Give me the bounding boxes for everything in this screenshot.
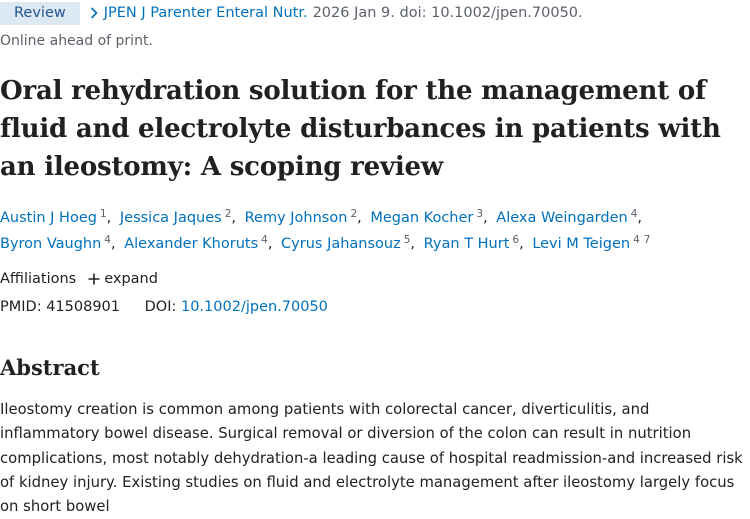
abstract-text: Ileostomy creation is common among patie… — [0, 401, 743, 516]
article-title: Oral rehydration solution for the manage… — [0, 76, 721, 182]
affiliation-ref[interactable]: 4 — [261, 234, 268, 246]
affiliation-ref[interactable]: 4 — [633, 234, 640, 246]
citation-bar: Review JPEN J Parenter Enteral Nutr. 202… — [0, 0, 583, 26]
author-link[interactable]: Alexa Weingarden — [496, 210, 628, 226]
author: Austin J Hoeg 1 — [0, 208, 115, 226]
affiliations-label: Affiliations — [0, 271, 77, 287]
author-link[interactable]: Cyrus Jahansouz — [281, 236, 401, 252]
affiliation-refs: 4 — [261, 234, 268, 246]
affiliation-refs: 4 — [104, 234, 111, 246]
citation: 2026 Jan 9. doi: 10.1002/jpen.70050. — [312, 5, 583, 21]
expand-toggle[interactable]: expand — [104, 271, 158, 287]
author-link[interactable]: Remy Johnson — [244, 210, 348, 226]
affiliation-refs: 2 — [225, 208, 232, 220]
author: Jessica Jaques 2 — [119, 208, 240, 226]
affiliation-refs: 1 — [100, 208, 107, 220]
affiliation-ref[interactable]: 2 — [224, 208, 232, 220]
affiliation-ref[interactable]: 7 — [643, 234, 651, 246]
author-link[interactable]: Alexander Khoruts — [124, 236, 259, 252]
author: Alexander Khoruts 4 — [124, 234, 276, 252]
affiliation-refs: 6 — [512, 234, 519, 246]
publication-status: Online ahead of print. — [0, 33, 153, 49]
chevron-icon — [90, 7, 98, 19]
plus-icon[interactable] — [88, 273, 100, 285]
affiliation-refs: 4 — [631, 208, 638, 220]
affiliation-ref[interactable]: 5 — [403, 234, 411, 246]
author: Levi M Teigen 4 7 — [532, 234, 650, 252]
author: Remy Johnson 2 — [244, 208, 366, 226]
affiliation-ref[interactable]: 3 — [476, 208, 484, 220]
author: Cyrus Jahansouz 5 — [281, 234, 419, 252]
author-link[interactable]: Levi M Teigen — [532, 236, 631, 252]
identifiers: PMID: 41508901 DOI: 10.1002/jpen.70050 — [0, 299, 328, 315]
pmid-label: PMID: — [0, 299, 42, 315]
journal-link[interactable]: JPEN J Parenter Enteral Nutr. — [103, 5, 308, 21]
author: Ryan T Hurt 6 — [423, 234, 528, 252]
publication-type: Review — [0, 1, 80, 25]
author-link[interactable]: Byron Vaughn — [0, 236, 102, 252]
affiliations: Affiliations expand — [0, 271, 158, 287]
author-link[interactable]: Austin J Hoeg — [0, 210, 97, 226]
affiliation-refs: 5 — [404, 234, 411, 246]
author: Alexa Weingarden 4 — [496, 208, 646, 226]
author: Byron Vaughn 4 — [0, 234, 120, 252]
author-link[interactable]: Megan Kocher — [370, 210, 474, 226]
doi-link[interactable]: 10.1002/jpen.70050 — [180, 299, 328, 315]
doi-label: DOI: — [144, 299, 177, 315]
affiliation-ref[interactable]: 2 — [350, 208, 358, 220]
abstract-heading: Abstract — [0, 355, 100, 380]
affiliation-ref[interactable]: 6 — [512, 234, 520, 246]
affiliation-ref[interactable]: 4 — [630, 208, 638, 220]
author-link[interactable]: Ryan T Hurt — [423, 236, 510, 252]
author: Megan Kocher 3 — [370, 208, 491, 226]
affiliation-refs: 2 — [350, 208, 357, 220]
affiliation-ref[interactable]: 1 — [99, 208, 107, 220]
affiliation-ref[interactable]: 4 — [104, 234, 111, 246]
pmid: 41508901 — [46, 299, 121, 315]
author-link[interactable]: Jessica Jaques — [119, 210, 222, 226]
affiliation-refs: 3 — [476, 208, 483, 220]
